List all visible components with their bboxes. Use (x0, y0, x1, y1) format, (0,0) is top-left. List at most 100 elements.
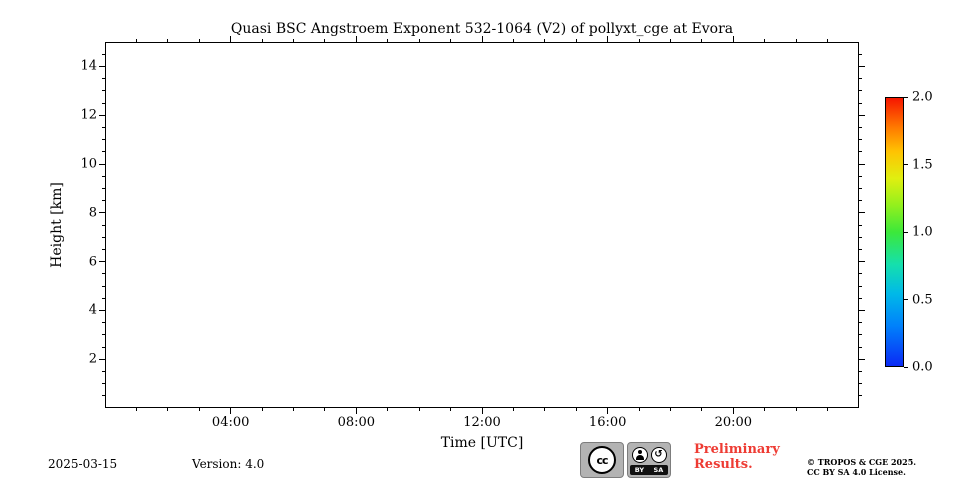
y-minor-tick-right (859, 297, 862, 299)
x-minor-tick (293, 408, 294, 411)
y-minor-tick (102, 322, 105, 324)
colorbar-tick-label: 0.5 (912, 292, 933, 307)
x-tick-label: 04:00 (211, 415, 250, 430)
y-minor-tick (102, 285, 105, 287)
x-minor-tick (135, 408, 137, 411)
y-major-tick-right (859, 261, 865, 263)
x-minor-tick (795, 408, 797, 411)
y-minor-tick-right (859, 126, 862, 128)
y-minor-tick-right (859, 53, 862, 55)
x-tick-label: 12:00 (463, 415, 501, 430)
x-major-tick-top (732, 36, 734, 42)
x-minor-tick (670, 408, 671, 411)
colorbar-tick (904, 366, 908, 368)
y-minor-tick (102, 126, 105, 128)
x-minor-tick-top (575, 39, 577, 42)
y-major-tick (99, 114, 105, 116)
plot-area (105, 42, 859, 408)
x-minor-tick-top (450, 39, 452, 42)
x-major-tick (355, 408, 357, 414)
colorbar-tick (904, 299, 908, 300)
y-minor-tick (102, 346, 105, 348)
x-minor-tick (544, 408, 546, 411)
x-tick-label: 16:00 (588, 415, 627, 430)
x-tick-label: 08:00 (337, 415, 376, 430)
y-minor-tick-right (859, 78, 862, 80)
y-major-tick-right (859, 163, 865, 165)
colorbar-tick (904, 96, 908, 98)
x-minor-tick-top (638, 39, 640, 42)
copyright-line-1: © TROPOS & CGE 2025. (807, 457, 917, 467)
copyright-line-2: CC BY SA 4.0 License. (807, 467, 906, 478)
y-major-tick-right (859, 65, 865, 67)
y-minor-tick (102, 248, 105, 250)
x-minor-tick (387, 408, 389, 411)
x-minor-tick-top (795, 39, 797, 42)
y-minor-tick-right (859, 370, 862, 372)
x-major-tick (481, 408, 483, 414)
x-minor-tick (512, 408, 514, 411)
y-tick-label: 2 (88, 351, 97, 367)
y-minor-tick-right (859, 334, 862, 336)
x-minor-tick (167, 408, 169, 411)
x-minor-tick (261, 408, 263, 411)
y-tick-label: 6 (88, 254, 97, 270)
cc-license-badge: cc ↺ BY SA (580, 442, 671, 478)
colorbar (885, 97, 904, 367)
y-minor-tick-right (859, 90, 862, 92)
x-major-tick (230, 408, 232, 414)
y-tick-label: 14 (80, 58, 97, 74)
y-minor-tick-right (859, 224, 862, 226)
y-minor-tick (102, 90, 105, 92)
y-minor-tick (102, 139, 105, 141)
y-minor-tick (102, 187, 105, 189)
cc-by-sa-strip: BY SA (630, 464, 668, 475)
y-minor-tick (102, 273, 105, 275)
x-minor-tick-top (167, 39, 169, 42)
y-tick-label: 8 (88, 205, 97, 221)
copyright-note: © TROPOS & CGE 2025. CC BY SA 4.0 Licens… (807, 457, 916, 478)
x-minor-tick (450, 408, 452, 411)
cc-by-label: BY (634, 465, 645, 474)
y-minor-tick-right (859, 285, 862, 287)
y-minor-tick (102, 102, 105, 104)
x-minor-tick-top (198, 39, 200, 42)
x-major-tick-top (355, 36, 357, 42)
y-minor-tick-right (859, 139, 862, 141)
y-tick-label: 4 (88, 302, 97, 318)
y-minor-tick (102, 151, 105, 153)
colorbar-tick-label: 1.0 (912, 224, 933, 240)
cc-sa-arrow-icon: ↺ (650, 446, 667, 463)
y-minor-tick-right (859, 236, 862, 238)
cc-by-person-icon (631, 446, 648, 463)
x-major-tick-top (607, 36, 609, 42)
y-minor-tick-right (859, 151, 862, 153)
cc-by-sa-circles: ↺ (631, 446, 667, 463)
y-major-tick-right (859, 358, 865, 360)
y-minor-tick-right (859, 248, 862, 250)
x-minor-tick-top (324, 39, 326, 42)
y-minor-tick (102, 53, 105, 55)
x-minor-tick-top (827, 39, 829, 42)
y-minor-tick-right (859, 200, 862, 202)
colorbar-tick (904, 164, 908, 165)
y-minor-tick-right (859, 175, 862, 177)
x-minor-tick-top (544, 39, 546, 42)
x-minor-tick-top (701, 39, 703, 42)
x-minor-tick (418, 408, 420, 411)
x-minor-tick-top (418, 39, 420, 42)
x-minor-tick (575, 408, 577, 411)
y-minor-tick-right (859, 346, 862, 348)
preliminary-line-2: Results. (694, 456, 753, 472)
y-minor-tick (102, 236, 105, 238)
person-body-icon (635, 454, 644, 460)
chart-title: Quasi BSC Angstroem Exponent 532-1064 (V… (230, 21, 734, 37)
y-minor-tick-right (859, 187, 862, 189)
y-minor-tick (102, 370, 105, 372)
y-minor-tick-right (859, 383, 862, 385)
cc-sa-label: SA (653, 465, 664, 474)
x-minor-tick-top (512, 39, 514, 42)
colorbar-tick (904, 231, 908, 233)
y-minor-tick (102, 78, 105, 80)
